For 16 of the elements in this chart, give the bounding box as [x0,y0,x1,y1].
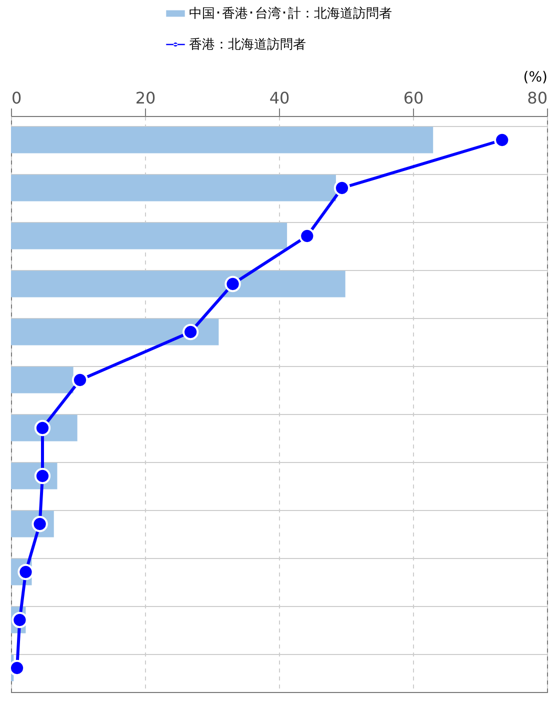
point [494,132,510,148]
point [72,372,88,388]
point [334,180,350,196]
legend-label: 香港：北海道訪問者 [189,38,306,52]
point [224,276,241,292]
x-tick-label: 60 [403,88,424,108]
legend-label: 中国･香港･台湾･計：北海道訪問者 [189,6,392,22]
point [12,612,28,628]
point [8,660,26,676]
x-tick-label: 80 [527,88,548,108]
x-axis-title: (%) [523,70,548,86]
x-tick-label: 20 [135,88,156,108]
point [299,228,316,244]
point [182,324,199,340]
x-tick-label: 0 [12,88,22,108]
x-tick-label: 40 [269,88,290,108]
